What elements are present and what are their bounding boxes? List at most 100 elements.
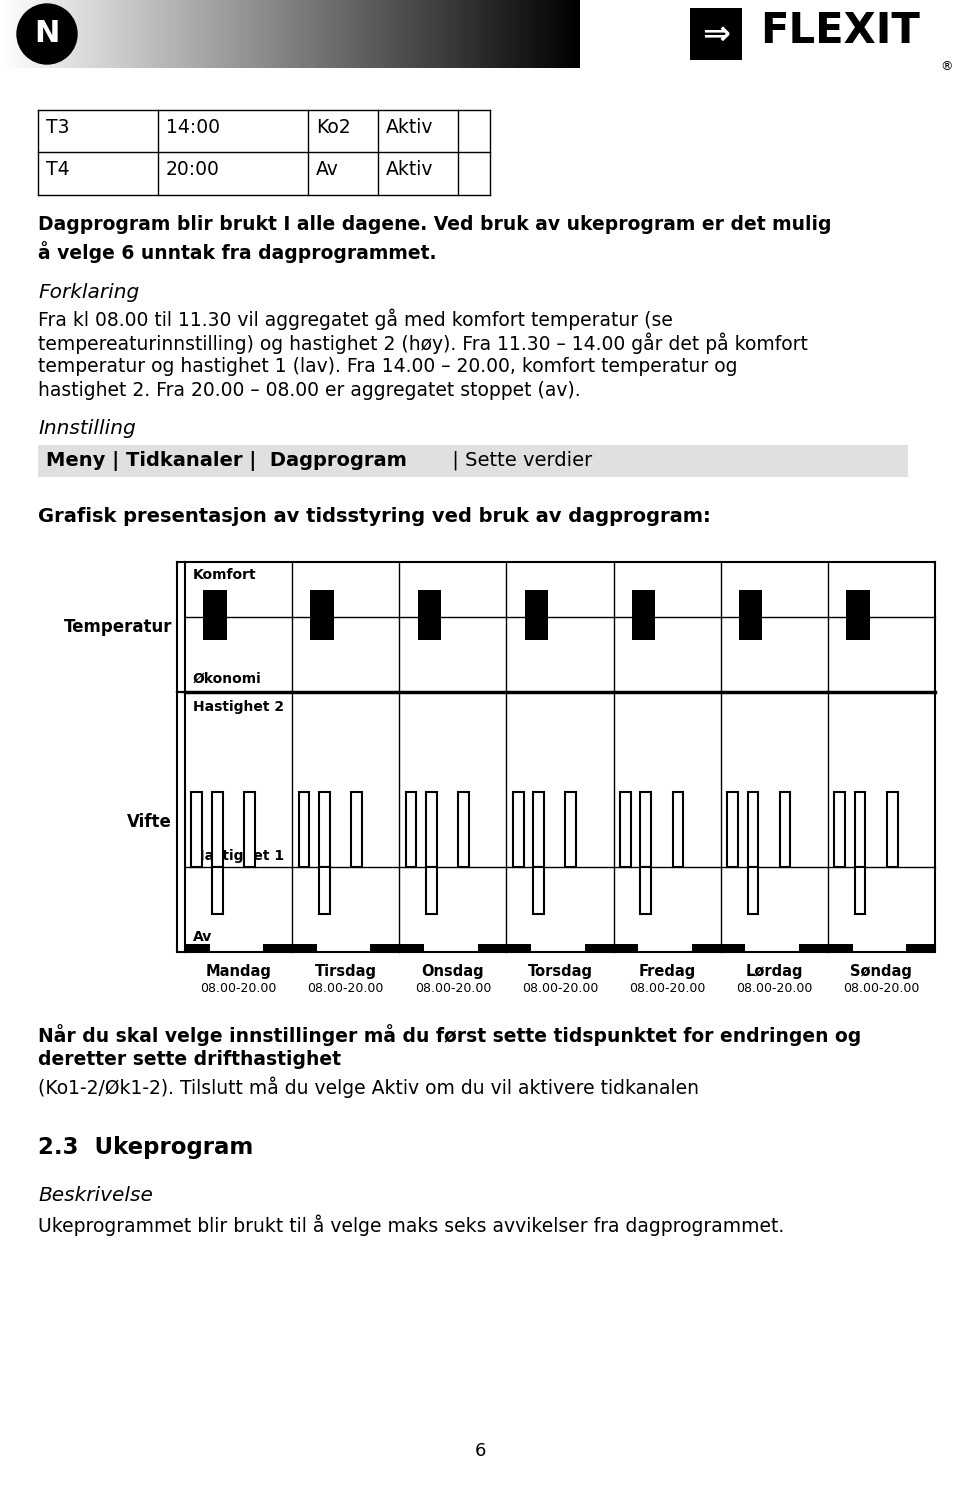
- Bar: [620, 791, 631, 867]
- Bar: [263, 944, 292, 953]
- Bar: [690, 7, 742, 60]
- Bar: [721, 944, 745, 953]
- Bar: [351, 791, 362, 867]
- Bar: [513, 791, 523, 867]
- Bar: [533, 791, 544, 867]
- Text: Onsdag: Onsdag: [421, 964, 484, 979]
- Text: Av: Av: [193, 930, 212, 944]
- Bar: [739, 590, 762, 639]
- Text: 08.00-20.00: 08.00-20.00: [307, 982, 384, 994]
- Bar: [525, 590, 548, 639]
- Text: Beskrivelse: Beskrivelse: [38, 1185, 153, 1205]
- Text: 6: 6: [474, 1442, 486, 1460]
- Text: Søndag: Søndag: [851, 964, 912, 979]
- Bar: [799, 944, 828, 953]
- Bar: [319, 867, 329, 914]
- Bar: [640, 791, 651, 867]
- Bar: [191, 791, 203, 867]
- Bar: [458, 791, 468, 867]
- Bar: [38, 445, 908, 476]
- Bar: [299, 791, 309, 867]
- Text: Aktiv: Aktiv: [386, 118, 434, 137]
- Bar: [828, 944, 852, 953]
- Bar: [906, 944, 935, 953]
- Text: ®: ®: [940, 60, 952, 73]
- Text: N: N: [35, 19, 60, 48]
- Bar: [565, 791, 576, 867]
- Bar: [748, 791, 758, 867]
- Text: Torsdag: Torsdag: [527, 964, 592, 979]
- Bar: [748, 867, 758, 914]
- Bar: [854, 867, 865, 914]
- Text: Når du skal velge innstillinger må du først sette tidspunktet for endringen og: Når du skal velge innstillinger må du fø…: [38, 1024, 861, 1047]
- Text: Temperatur: Temperatur: [63, 618, 172, 636]
- Text: 08.00-20.00: 08.00-20.00: [736, 982, 812, 994]
- Text: 14:00: 14:00: [166, 118, 220, 137]
- Text: 08.00-20.00: 08.00-20.00: [522, 982, 598, 994]
- Text: Fredag: Fredag: [638, 964, 696, 979]
- Text: Fra kl 08.00 til 11.30 vil aggregatet gå med komfort temperatur (se: Fra kl 08.00 til 11.30 vil aggregatet gå…: [38, 309, 673, 330]
- Bar: [692, 944, 721, 953]
- Bar: [244, 791, 254, 867]
- Bar: [477, 944, 507, 953]
- Text: Forklaring: Forklaring: [38, 284, 139, 302]
- Bar: [406, 791, 417, 867]
- Text: T3: T3: [46, 118, 69, 137]
- Text: (Ko1-2/Øk1-2). Tilslutt må du velge Aktiv om du vil aktivere tidkanalen: (Ko1-2/Øk1-2). Tilslutt må du velge Akti…: [38, 1076, 699, 1097]
- Circle shape: [17, 4, 77, 64]
- Bar: [371, 944, 399, 953]
- Bar: [185, 944, 209, 953]
- Bar: [585, 944, 613, 953]
- Bar: [292, 944, 317, 953]
- Text: 08.00-20.00: 08.00-20.00: [201, 982, 276, 994]
- Bar: [319, 791, 329, 867]
- Bar: [426, 867, 437, 914]
- Bar: [834, 791, 845, 867]
- Text: tempereaturinnstilling) og hastighet 2 (høy). Fra 11.30 – 14.00 går det på komfo: tempereaturinnstilling) og hastighet 2 (…: [38, 333, 808, 354]
- Text: temperatur og hastighet 1 (lav). Fra 14.00 – 20.00, komfort temperatur og: temperatur og hastighet 1 (lav). Fra 14.…: [38, 357, 737, 376]
- Text: Dagprogram blir brukt I alle dagene. Ved bruk av ukeprogram er det mulig: Dagprogram blir brukt I alle dagene. Ved…: [38, 215, 831, 234]
- Bar: [310, 590, 334, 639]
- Text: 08.00-20.00: 08.00-20.00: [415, 982, 492, 994]
- Text: Tirsdag: Tirsdag: [315, 964, 376, 979]
- Text: T4: T4: [46, 160, 70, 179]
- Text: 2.3  Ukeprogram: 2.3 Ukeprogram: [38, 1136, 253, 1159]
- Text: Hastighet 1: Hastighet 1: [193, 850, 284, 863]
- Bar: [533, 867, 544, 914]
- Text: Ukeprogrammet blir brukt til å velge maks seks avvikelser fra dagprogrammet.: Ukeprogrammet blir brukt til å velge mak…: [38, 1214, 784, 1236]
- Text: Komfort: Komfort: [193, 567, 256, 582]
- Bar: [640, 867, 651, 914]
- Text: ⇒: ⇒: [702, 18, 730, 51]
- Text: Grafisk presentasjon av tidsstyring ved bruk av dagprogram:: Grafisk presentasjon av tidsstyring ved …: [38, 508, 710, 526]
- Text: 08.00-20.00: 08.00-20.00: [629, 982, 706, 994]
- Bar: [418, 590, 441, 639]
- Text: Ko2: Ko2: [316, 118, 350, 137]
- Bar: [673, 791, 684, 867]
- Text: deretter sette drifthastighet: deretter sette drifthastighet: [38, 1050, 341, 1069]
- Text: å velge 6 unntak fra dagprogrammet.: å velge 6 unntak fra dagprogrammet.: [38, 240, 437, 263]
- Text: Hastighet 2: Hastighet 2: [193, 700, 284, 714]
- Text: 20:00: 20:00: [166, 160, 220, 179]
- Text: Innstilling: Innstilling: [38, 420, 135, 437]
- Text: hastighet 2. Fra 20.00 – 08.00 er aggregatet stoppet (av).: hastighet 2. Fra 20.00 – 08.00 er aggreg…: [38, 381, 581, 400]
- Text: Vifte: Vifte: [127, 814, 172, 832]
- Bar: [212, 867, 223, 914]
- Text: Mandag: Mandag: [205, 964, 272, 979]
- Bar: [887, 791, 898, 867]
- Text: Økonomi: Økonomi: [193, 672, 262, 685]
- Bar: [399, 944, 424, 953]
- Bar: [212, 791, 223, 867]
- Bar: [846, 590, 870, 639]
- Bar: [727, 791, 738, 867]
- Text: Aktiv: Aktiv: [386, 160, 434, 179]
- Text: Lørdag: Lørdag: [746, 964, 803, 979]
- Text: 08.00-20.00: 08.00-20.00: [843, 982, 920, 994]
- Text: FLEXIT: FLEXIT: [760, 10, 920, 52]
- Bar: [613, 944, 638, 953]
- Bar: [780, 791, 790, 867]
- Bar: [632, 590, 656, 639]
- Bar: [204, 590, 227, 639]
- Bar: [507, 944, 531, 953]
- Text: Meny | Tidkanaler |  Dagprogram: Meny | Tidkanaler | Dagprogram: [46, 451, 407, 470]
- Bar: [854, 791, 865, 867]
